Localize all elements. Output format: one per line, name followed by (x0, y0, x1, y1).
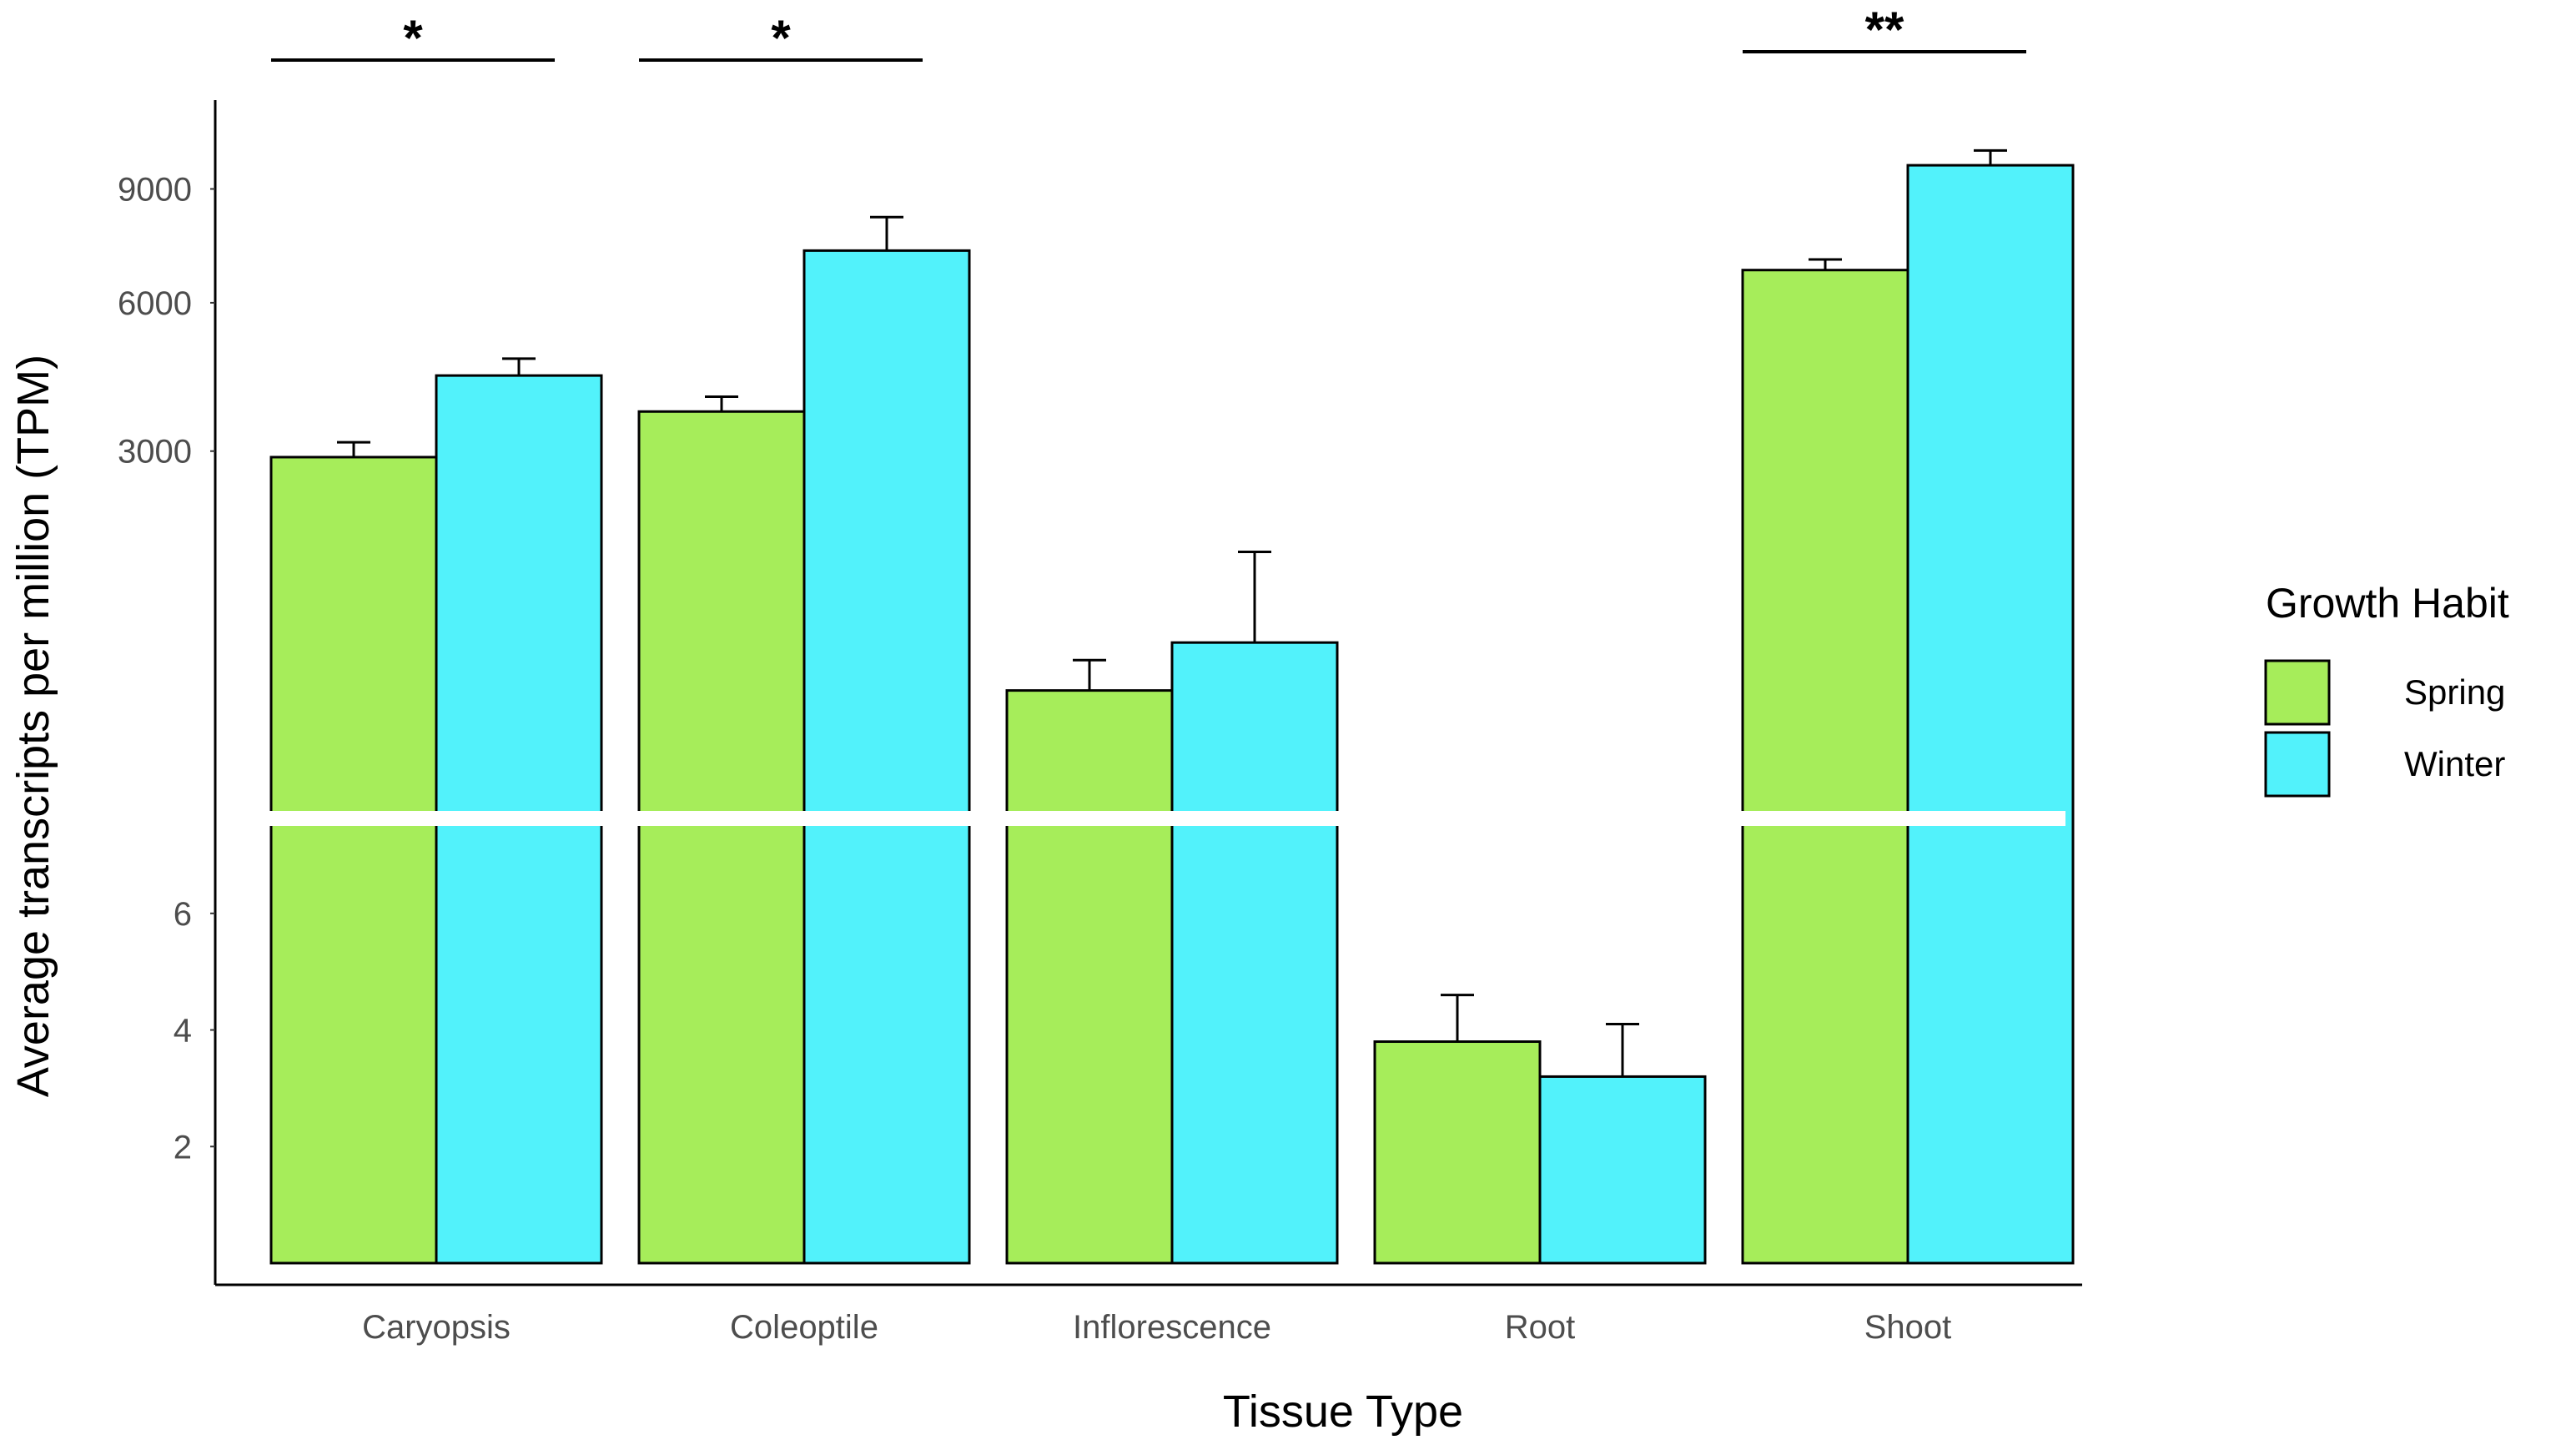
legend-title: Growth Habit (2266, 580, 2509, 627)
y-axis-title: Average transcripts per million (TPM) (8, 355, 58, 1097)
bar-spring-caryopsis (269, 456, 438, 1265)
bar-winter-coleoptile (802, 249, 971, 1265)
legend: Growth Habit Spring Winter (2264, 580, 2509, 798)
legend-label-spring: Spring (2404, 672, 2505, 712)
significance-label: ** (1865, 2, 1904, 58)
bar-spring-shoot (1741, 269, 1909, 1265)
x-tick-label: Coleoptile (730, 1309, 878, 1346)
y-tick-label: 3000 (118, 434, 192, 471)
x-tick-label: Shoot (1864, 1309, 1952, 1346)
y-tick-label: 6000 (118, 285, 192, 322)
legend-swatch-spring (2264, 659, 2331, 726)
bar-winter-root (1538, 1075, 1707, 1265)
y-tick-label: 6 (174, 896, 192, 933)
y-tick-label: 2 (174, 1129, 192, 1166)
axis-break (249, 811, 2065, 826)
significance-label: * (403, 10, 423, 66)
x-tick-label: Inflorescence (1073, 1309, 1271, 1346)
bar-winter-inflorescence (1170, 641, 1339, 1265)
bar-spring-coleoptile (637, 410, 806, 1265)
legend-label-winter: Winter (2404, 744, 2505, 783)
significance-label: * (771, 10, 791, 66)
x-tick-label: Caryopsis (362, 1309, 511, 1346)
legend-swatch-winter (2264, 731, 2331, 798)
plot-area: 2 4 6 3000 6000 9000 Caryopsis Coleoptile Inflor… (118, 2, 2082, 1346)
x-axis-title: Tissue Type (1223, 1387, 1463, 1437)
bar-spring-root (1373, 1040, 1542, 1265)
y-tick-label: 4 (174, 1013, 192, 1050)
x-tick-label: Root (1505, 1309, 1576, 1346)
bar-winter-shoot (1906, 164, 2075, 1265)
y-tick-label: 9000 (118, 171, 192, 208)
bar-spring-inflorescence (1005, 689, 1174, 1265)
